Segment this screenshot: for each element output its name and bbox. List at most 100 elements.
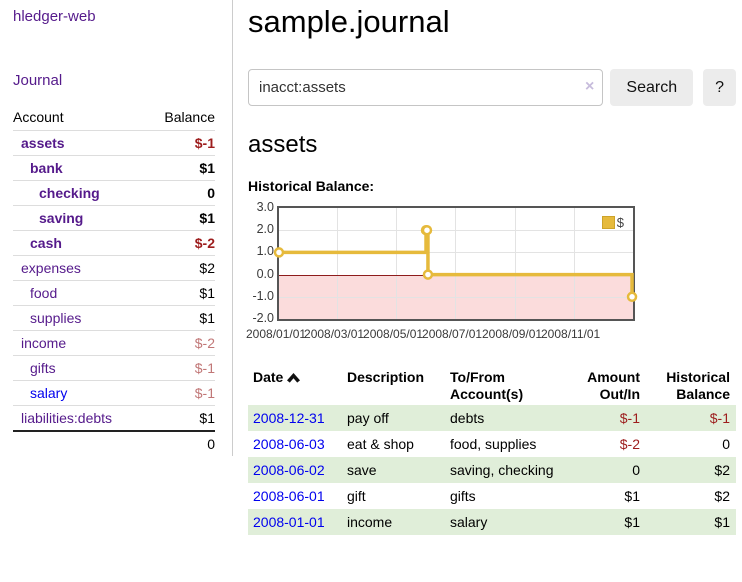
register-header-date[interactable]: Date xyxy=(248,367,347,405)
transaction-balance: 0 xyxy=(722,436,730,452)
transaction-description: eat & shop xyxy=(347,436,414,452)
transaction-description: save xyxy=(347,462,377,478)
account-link-gifts[interactable]: gifts xyxy=(30,360,56,376)
legend-label: $ xyxy=(616,215,624,230)
search-button[interactable]: Search xyxy=(610,69,694,106)
transaction-date-link[interactable]: 2008-12-31 xyxy=(253,410,325,426)
account-link-supplies[interactable]: supplies xyxy=(30,310,82,326)
register-row: 2008-06-01 gift gifts $1 $2 xyxy=(248,483,736,509)
account-link-cash[interactable]: cash xyxy=(30,235,62,251)
register-row: 2008-12-31 pay off debts $-1 $-1 xyxy=(248,405,736,431)
chart-hgrid xyxy=(279,252,633,254)
account-link-assets[interactable]: assets xyxy=(21,135,65,151)
chart-vgrid xyxy=(396,208,398,319)
chart-x-tick-label: 2008/03/01 xyxy=(304,327,365,341)
chart-data-point xyxy=(626,291,638,303)
chart-data-point xyxy=(422,269,434,280)
account-heading: assets xyxy=(248,131,318,158)
transaction-accounts: saving, checking xyxy=(450,462,554,478)
account-link-income[interactable]: income xyxy=(21,335,67,351)
register-header-amount: Amount Out/In xyxy=(587,369,640,402)
chart-x-tick-label: 2008/11/01 xyxy=(541,327,601,341)
account-balance: $-1 xyxy=(146,380,215,406)
account-link-food[interactable]: food xyxy=(30,285,58,301)
account-row: expenses $2 xyxy=(13,255,215,281)
account-link-checking[interactable]: checking xyxy=(39,185,100,201)
register-row: 2008-01-01 income salary $1 $1 xyxy=(248,509,736,535)
help-button[interactable]: ? xyxy=(703,69,736,106)
transaction-accounts: food, supplies xyxy=(450,436,537,452)
transaction-date-link[interactable]: 2008-06-02 xyxy=(253,462,325,478)
accounts-table: Account Balance assets $-1 bank $1 checking 0… xyxy=(13,106,215,456)
transaction-amount: 0 xyxy=(632,462,640,478)
chart-data-point xyxy=(421,224,433,236)
search-input[interactable] xyxy=(248,69,604,106)
account-link-expenses[interactable]: expenses xyxy=(21,260,81,276)
legend-swatch-icon xyxy=(601,216,615,229)
account-row: supplies $1 xyxy=(13,305,215,331)
chart-y-tick-label: 2.0 xyxy=(256,222,274,237)
chart-hgrid xyxy=(279,296,633,298)
account-balance: 0 xyxy=(146,180,215,206)
transaction-balance: $2 xyxy=(714,462,730,478)
chart-x-tick-label: 2008/07/01 xyxy=(422,327,483,341)
transaction-description: pay off xyxy=(347,410,389,426)
account-balance: $1 xyxy=(146,305,215,331)
chart-title: Historical Balance: xyxy=(248,178,375,194)
balance-chart: $ 3.0 2.0 1.0 0.0 -1.0 -2.0 2008/01/01 2008/03/… xyxy=(246,200,668,341)
account-balance: $-1 xyxy=(146,355,215,381)
register-table: Date Description To/From Account(s) Amou… xyxy=(248,367,736,535)
transaction-balance: $-1 xyxy=(709,410,730,426)
transaction-balance: $1 xyxy=(714,514,730,530)
account-row: checking 0 xyxy=(13,180,215,206)
transaction-amount: $1 xyxy=(624,488,640,504)
account-row: bank $1 xyxy=(13,155,215,181)
account-balance: $2 xyxy=(146,255,215,281)
account-balance: $1 xyxy=(146,155,215,181)
transaction-date-link[interactable]: 2008-06-03 xyxy=(253,436,325,452)
page: hledger-web Journal Account Balance asse… xyxy=(13,0,736,535)
account-link-saving[interactable]: saving xyxy=(39,210,84,226)
account-balance: $-1 xyxy=(146,130,215,156)
chart-y-tick-label: 0.0 xyxy=(256,266,274,281)
account-balance: $-2 xyxy=(146,230,215,256)
transaction-amount: $-1 xyxy=(619,410,640,426)
chart-y-tick-label: 1.0 xyxy=(256,244,274,259)
transaction-amount: $-2 xyxy=(619,436,640,452)
clear-search-icon[interactable]: × xyxy=(585,78,595,95)
chart-x-tick-label: 2008/09/01 xyxy=(482,327,543,341)
chart-legend: $ xyxy=(599,214,626,231)
accounts-total-row: 0 xyxy=(13,430,215,456)
chart-plot-area: $ xyxy=(273,206,638,321)
chart-vgrid xyxy=(515,208,516,319)
chart-data-point xyxy=(273,247,285,258)
transaction-date-link[interactable]: 2008-01-01 xyxy=(253,514,325,530)
account-link-liabilities-debts[interactable]: liabilities:debts xyxy=(21,410,113,426)
register-header-description: Description xyxy=(347,369,425,385)
account-link-salary[interactable]: salary xyxy=(30,385,68,401)
account-row: food $1 xyxy=(13,280,215,306)
chart-hgrid xyxy=(279,230,633,232)
accounts-header-account: Account xyxy=(13,109,64,125)
accounts-header-balance: Balance xyxy=(164,109,215,125)
brand-link[interactable]: hledger-web xyxy=(13,8,96,25)
register-row: 2008-06-02 save saving, checking 0 $2 xyxy=(248,457,736,483)
register-header-accounts: To/From Account(s) xyxy=(450,369,524,402)
chart-x-tick-label: 2008/05/01 xyxy=(363,327,424,341)
register-header-balance: Historical Balance xyxy=(666,369,730,402)
transaction-accounts: debts xyxy=(450,410,485,426)
account-balance: $-2 xyxy=(146,330,215,356)
account-link-bank[interactable]: bank xyxy=(30,160,63,176)
account-balance: $1 xyxy=(146,280,215,306)
page-title: sample.journal xyxy=(248,4,450,39)
transaction-description: income xyxy=(347,514,393,530)
transaction-description: gift xyxy=(347,488,366,504)
account-row: gifts $-1 xyxy=(13,355,215,381)
sidebar-item-journal[interactable]: Journal xyxy=(13,72,63,89)
chart-vgrid xyxy=(337,208,339,319)
accounts-total-value: 0 xyxy=(146,430,215,456)
transaction-date-link[interactable]: 2008-06-01 xyxy=(253,488,325,504)
chart-y-tick-label: -2.0 xyxy=(252,311,274,325)
transaction-accounts: gifts xyxy=(450,488,476,504)
account-balance: $1 xyxy=(146,205,215,231)
